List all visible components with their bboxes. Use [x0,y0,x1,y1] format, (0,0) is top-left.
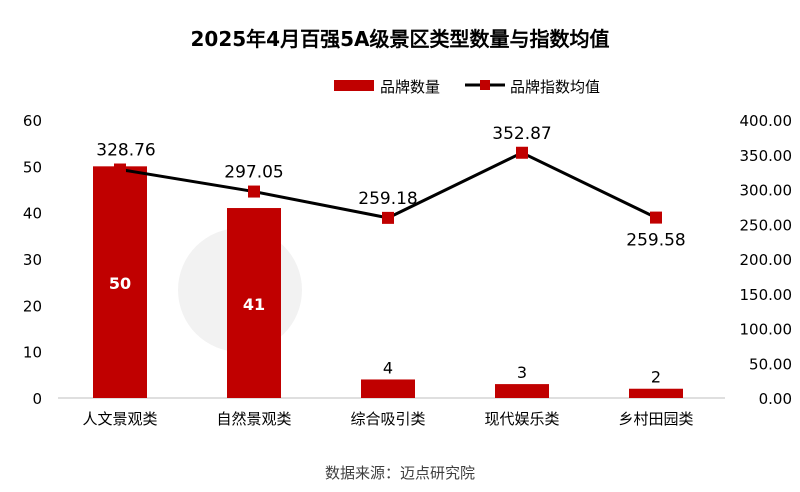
x-tick-label: 乡村田园类 [618,410,693,428]
x-tick-label: 综合吸引类 [350,410,425,428]
left-tick-label: 20 [23,297,42,315]
right-tick-label: 100.00 [740,321,793,339]
right-tick-label: 200.00 [740,251,793,269]
x-tick-label: 自然景观类 [216,410,291,428]
line-data-label: 328.76 [96,141,155,161]
left-tick-label: 60 [23,112,42,130]
left-tick-label: 30 [23,251,42,269]
line-marker [382,211,394,224]
source-note: 数据来源：迈点研究院 [325,464,475,482]
bar-data-label: 2 [651,368,661,387]
bar [495,384,549,398]
legend-bar-label: 品牌数量 [380,78,440,96]
left-tick-label: 10 [23,344,42,362]
x-tick-label: 人文景观类 [82,410,157,428]
right-tick-label: 400.00 [740,112,793,130]
bar [227,208,281,398]
right-tick-label: 0.00 [759,390,792,408]
line-marker [516,146,528,159]
legend-line-marker [480,80,490,90]
right-tick-label: 250.00 [740,216,793,234]
right-tick-label: 350.00 [740,147,793,165]
line-data-label: 352.87 [492,124,551,144]
left-tick-label: 40 [23,205,42,223]
line-data-label: 259.18 [358,189,417,209]
legend-line-label: 品牌指数均值 [510,78,600,96]
x-tick-label: 现代娱乐类 [484,410,559,428]
left-tick-label: 50 [23,158,42,176]
line-marker [248,185,260,198]
left-tick-label: 0 [32,390,42,408]
legend-bar-swatch [334,80,374,91]
line-data-label: 297.05 [224,163,283,183]
bar-data-label: 4 [383,358,393,377]
bar [93,166,147,398]
line-marker [114,163,126,176]
chart-title: 2025年4月百强5A级景区类型数量与指数均值 [191,27,610,51]
bar [629,388,683,398]
line-data-label: 259.58 [626,231,685,251]
right-tick-label: 300.00 [740,182,793,200]
right-tick-label: 50.00 [749,355,792,373]
bar-data-label: 50 [109,274,131,293]
bar-data-label: 41 [243,295,265,314]
line-marker [650,211,662,224]
bar [361,379,415,398]
right-tick-label: 150.00 [740,286,793,304]
bar-data-label: 3 [517,363,527,382]
